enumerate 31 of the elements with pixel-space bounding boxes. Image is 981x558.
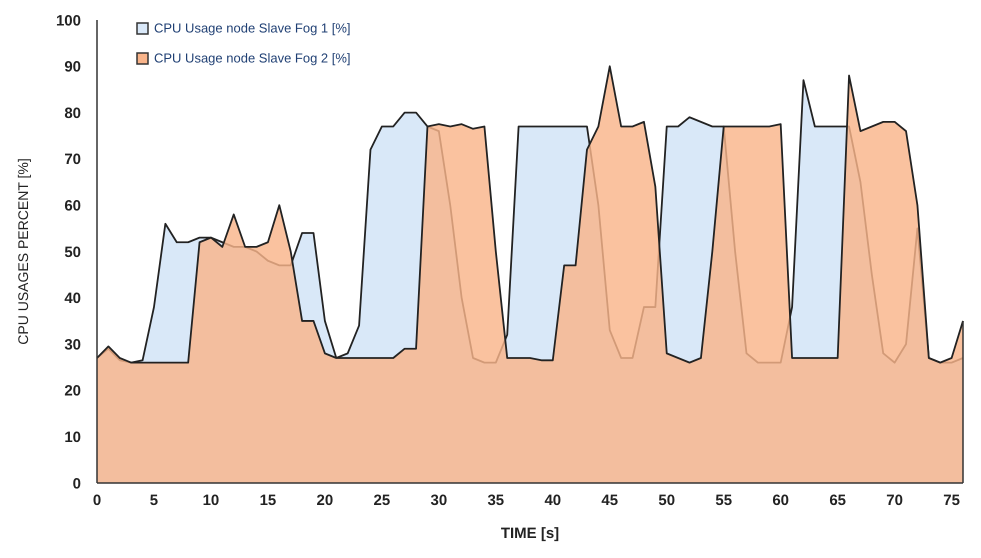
legend-label: CPU Usage node Slave Fog 1 [%] (154, 20, 351, 36)
y-tick-label: 70 (64, 151, 81, 168)
y-tick-label: 0 (72, 475, 81, 492)
x-tick-label: 50 (658, 492, 676, 509)
x-tick-label: 65 (829, 492, 846, 509)
x-axis-title: TIME [s] (500, 525, 560, 542)
y-axis-title: CPU USAGES PERCENT [%] (15, 158, 31, 345)
x-tick-label: 60 (772, 492, 790, 509)
x-tick-label: 55 (715, 492, 732, 509)
x-tick-label: 75 (943, 492, 960, 509)
x-tick-label: 30 (430, 492, 448, 509)
y-tick-label: 100 (56, 12, 81, 30)
x-tick-label: 5 (150, 492, 158, 509)
x-tick-label: 45 (601, 492, 618, 509)
x-tick-label: 20 (316, 492, 334, 509)
y-tick-label: 30 (64, 336, 81, 354)
legend-label: CPU Usage node Slave Fog 2 [%] (154, 50, 351, 66)
y-tick-label: 40 (64, 290, 81, 308)
y-tick-label: 90 (64, 58, 81, 76)
y-tick-label: 10 (64, 428, 81, 446)
y-tick-label: 60 (64, 197, 81, 214)
y-tick-label: 80 (64, 104, 81, 122)
y-tick-label: 20 (64, 382, 81, 400)
x-tick-label: 70 (886, 492, 903, 509)
x-tick-label: 15 (260, 492, 276, 509)
x-tick-label: 0 (92, 492, 102, 509)
x-tick-label: 25 (374, 492, 390, 509)
x-tick-label: 10 (202, 492, 220, 509)
x-tick-label: 40 (544, 492, 562, 509)
y-tick-label: 50 (64, 244, 81, 261)
x-tick-label: 35 (487, 492, 504, 509)
